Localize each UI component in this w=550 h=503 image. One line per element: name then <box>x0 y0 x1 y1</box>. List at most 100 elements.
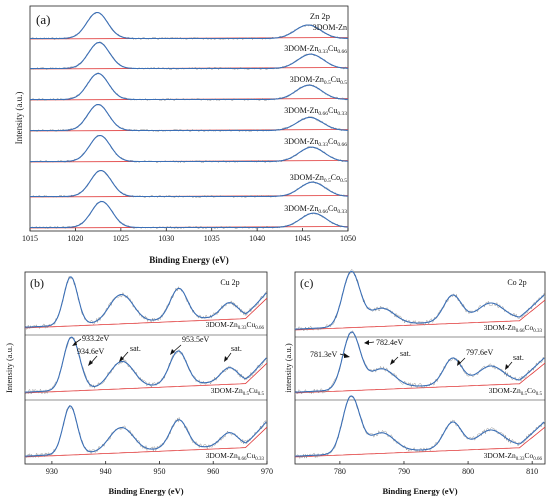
panel-a-x-tick-label-1025: 1025 <box>113 234 129 243</box>
annotation-934-6ev: 934.6eV <box>77 347 105 356</box>
panel-a-series-1 <box>29 11 349 40</box>
series-label-zn033co066: 3DOM-Zn0.33Co0.66 <box>284 137 347 148</box>
panel-c-raw-data <box>294 268 546 332</box>
panel-a-series-3 <box>29 72 349 101</box>
panel-c-x-tick-label-800: 800 <box>462 467 474 476</box>
panel-c-fit-line <box>295 331 545 393</box>
panel-c-x-tick-label-780: 780 <box>334 467 346 476</box>
series-label-c-zn033co066: 3DOM-Zn0.33Co0.66 <box>484 451 543 462</box>
panel-b-x-tick-label-950: 950 <box>153 467 165 476</box>
panel-b-series-1 <box>24 275 268 330</box>
panel-c-tag: (c) <box>300 276 313 290</box>
panel-a-fit-line <box>30 169 349 198</box>
panel-b-x-tick-label-960: 960 <box>207 467 219 476</box>
arrowhead-sat-b2 <box>224 356 228 362</box>
series-label-b-zn05cu05: 3DOM-Zn0.5Cu0.5 <box>211 386 265 397</box>
panel-c-x-axis: 780 790 800 810 <box>334 461 538 476</box>
panel-c-raw-data <box>294 330 546 395</box>
annotation-781-3ev: 781.3eV <box>310 350 338 359</box>
panel-a-series-2 <box>29 41 349 71</box>
panel-a-element-label: Zn 2p <box>310 11 330 21</box>
panel-a-fit-line <box>30 134 349 163</box>
panel-a: (a) Zn 2p Intensity (a.u.) Binding Energ… <box>14 5 356 265</box>
series-label-c-zn066co033: 3DOM-Zn0.66Co0.33 <box>484 323 543 334</box>
panel-c-xlabel: Binding Energy (eV) <box>382 486 457 496</box>
panel-c-traces <box>294 268 546 460</box>
annotation-797-6ev: 797.6eV <box>466 348 494 357</box>
panel-a-x-tick-label-1015: 1015 <box>22 234 38 243</box>
panel-a-fit-line <box>30 103 349 132</box>
panel-b-baseline <box>24 426 268 458</box>
panel-a-x-axis: 1015 1020 1025 1030 1035 1040 1045 1050 <box>22 228 356 243</box>
panel-b-traces <box>24 275 268 459</box>
panel-c-ylabel: intensity (a.u.) <box>283 343 293 393</box>
panel-b-x-tick-label-970: 970 <box>261 467 273 476</box>
panel-b-x-tick-label-930: 930 <box>46 467 58 476</box>
panel-b-ylabel: Intensity (a.u.) <box>4 343 14 393</box>
arrowhead-933 <box>72 341 77 346</box>
series-label-b-zn033cu066: 3DOM-Zn0.33Cu0.66 <box>206 320 265 331</box>
arrowhead-782 <box>364 340 369 345</box>
panel-c-annotations: 781.3eV 782.4eV sat. 797.6eV sat. <box>310 338 524 370</box>
panel-a-x-tick-label-1020: 1020 <box>67 234 83 243</box>
arrowhead-953 <box>170 349 175 355</box>
panel-a-series-4 <box>29 103 349 133</box>
series-label-c-zn05co05: 3DOM-Zn0.5Co0.5 <box>489 386 543 397</box>
series-label-b-zn066cu033: 3DOM-Zn0.66Cu0.33 <box>206 451 265 462</box>
series-label-zn033cu066: 3DOM-Zn0.33Cu0.66 <box>284 44 347 55</box>
panel-b-frame <box>24 271 268 465</box>
arrowhead-934 <box>88 360 93 366</box>
panel-a-fit-line <box>30 41 348 70</box>
panel-a-raw-data <box>29 11 348 40</box>
panel-a-x-tick-label-1050: 1050 <box>340 234 356 243</box>
panel-c-baseline <box>294 362 546 394</box>
panel-b-fit-line <box>25 405 267 457</box>
panel-c-series-3 <box>294 395 546 460</box>
panel-a-fit-line <box>30 11 348 40</box>
series-label-zn: 3DOM-Zn <box>313 23 347 32</box>
panel-b-tag: (b) <box>30 276 44 290</box>
panel-b-xlabel: Binding Energy (eV) <box>108 486 183 496</box>
annotation-782-4ev: 782.4eV <box>376 338 404 347</box>
panel-a-series-7 <box>29 200 349 230</box>
panel-a-ylabel: Intensity (a.u.) <box>14 92 24 145</box>
panel-b-x-tick-label-940: 940 <box>100 467 112 476</box>
panel-a-traces <box>29 11 349 230</box>
panel-a-series-6 <box>29 169 349 198</box>
panel-b-annotations: 933.2eV 934.6eV sat. 953.5eV sat. <box>72 334 242 366</box>
panel-a-fit-line <box>30 72 349 101</box>
arrowhead-sat-b1 <box>119 356 124 362</box>
panel-b-baseline <box>24 297 268 329</box>
panel-b: (b) Cu 2p Intensity (a.u.) Binding Energ… <box>4 271 273 496</box>
panel-b-baseline <box>24 362 268 394</box>
annotation-sat-c1: sat. <box>400 349 411 358</box>
panel-b-x-axis: 930 940 950 960 970 <box>46 461 273 476</box>
panel-c-series-2 <box>294 330 546 395</box>
panel-c-fit-line <box>295 270 545 330</box>
arrowhead-sat-c1 <box>390 359 395 365</box>
series-label-zn05cu05: 3DOM-Zn0.5Cu0.5 <box>290 75 348 86</box>
series-label-zn066cu033: 3DOM-Zn0.66Cu0.33 <box>284 106 347 117</box>
panel-c-x-tick-label-810: 810 <box>526 467 538 476</box>
arrowhead-781 <box>344 353 350 358</box>
panel-a-frame <box>29 5 349 232</box>
panel-b-series-2 <box>24 336 268 395</box>
panel-c-frame <box>294 271 546 465</box>
panel-a-fit-line <box>30 200 348 229</box>
panel-c-series-1 <box>294 268 546 332</box>
panel-a-tag: (a) <box>36 12 50 27</box>
panel-b-element-label: Cu 2p <box>220 278 239 287</box>
panel-a-x-tick-label-1035: 1035 <box>204 234 220 243</box>
panel-a-xlabel: Binding Energy (eV) <box>149 255 229 265</box>
panel-c-baseline <box>294 426 546 458</box>
series-label-zn066co033: 3DOM-Zn0.66Co0.33 <box>284 204 347 215</box>
series-label-zn05co05: 3DOM-Zn0.5Co0.5 <box>290 173 348 184</box>
annotation-sat-b1: sat. <box>130 344 141 353</box>
panel-b-series-3 <box>24 405 268 459</box>
annotation-953-5ev: 953.5eV <box>182 335 210 344</box>
panel-a-x-tick-label-1030: 1030 <box>158 234 174 243</box>
arrowhead-sat-c2 <box>505 364 509 370</box>
panel-c-x-tick-label-790: 790 <box>398 467 410 476</box>
panel-c-fit-line <box>295 395 545 457</box>
